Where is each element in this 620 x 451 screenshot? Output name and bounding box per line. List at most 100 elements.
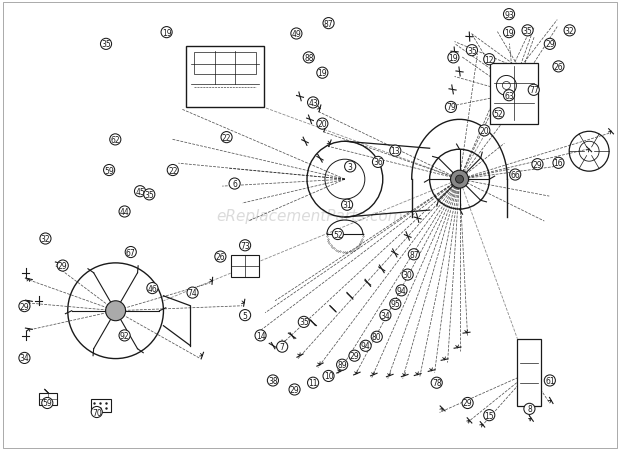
FancyBboxPatch shape — [91, 400, 110, 413]
Circle shape — [390, 146, 401, 157]
Text: 70: 70 — [92, 408, 102, 417]
Text: 77: 77 — [529, 86, 539, 95]
Circle shape — [564, 26, 575, 37]
Circle shape — [431, 377, 442, 388]
Text: 19: 19 — [449, 54, 458, 63]
Text: 26: 26 — [216, 253, 225, 262]
Circle shape — [239, 310, 250, 321]
Text: 34: 34 — [20, 354, 29, 363]
Text: 92: 92 — [120, 331, 130, 340]
Text: 94: 94 — [397, 286, 406, 295]
Text: 46: 46 — [148, 284, 157, 293]
Circle shape — [493, 108, 504, 120]
Text: 15: 15 — [484, 411, 494, 420]
Text: 29: 29 — [350, 351, 360, 360]
Text: 35: 35 — [523, 27, 533, 36]
Text: 30: 30 — [403, 271, 412, 280]
Text: 29: 29 — [463, 399, 472, 408]
FancyBboxPatch shape — [490, 63, 538, 125]
Text: 93: 93 — [504, 10, 514, 19]
Circle shape — [503, 9, 515, 21]
Circle shape — [349, 350, 360, 361]
FancyBboxPatch shape — [517, 339, 541, 406]
Text: 66: 66 — [510, 170, 520, 179]
Text: 19: 19 — [504, 28, 514, 37]
Text: 20: 20 — [317, 120, 327, 129]
Text: 19: 19 — [162, 28, 171, 37]
Circle shape — [360, 341, 371, 351]
Text: 19: 19 — [317, 69, 327, 78]
Text: 11: 11 — [308, 378, 318, 387]
Text: 36: 36 — [373, 158, 383, 167]
Circle shape — [42, 397, 53, 409]
Text: 80: 80 — [372, 332, 381, 341]
Circle shape — [503, 28, 515, 39]
Text: 35: 35 — [467, 46, 477, 55]
FancyBboxPatch shape — [187, 46, 264, 108]
Text: 29: 29 — [533, 160, 542, 169]
Circle shape — [289, 384, 300, 395]
Text: 3: 3 — [348, 162, 353, 171]
Text: 88: 88 — [304, 54, 314, 63]
Circle shape — [479, 125, 490, 137]
Circle shape — [255, 330, 266, 341]
Text: 12: 12 — [484, 55, 494, 64]
Circle shape — [267, 375, 278, 386]
Circle shape — [524, 403, 535, 414]
Circle shape — [303, 53, 314, 64]
Text: 67: 67 — [126, 248, 136, 257]
Circle shape — [466, 46, 477, 56]
Text: 32: 32 — [41, 235, 50, 244]
Circle shape — [277, 341, 288, 352]
Circle shape — [19, 353, 30, 364]
Text: 59: 59 — [104, 166, 114, 175]
Circle shape — [323, 371, 334, 382]
Text: 45: 45 — [135, 187, 145, 196]
Circle shape — [317, 119, 328, 130]
Text: 34: 34 — [381, 311, 390, 320]
Text: 38: 38 — [268, 376, 278, 385]
Circle shape — [337, 359, 348, 370]
Circle shape — [445, 102, 456, 113]
Circle shape — [187, 287, 198, 299]
Text: 79: 79 — [446, 103, 456, 112]
Circle shape — [147, 283, 158, 294]
Text: 6: 6 — [232, 179, 237, 189]
Text: 8: 8 — [527, 405, 532, 414]
Text: 5: 5 — [242, 311, 247, 320]
Text: 29: 29 — [20, 302, 29, 311]
Text: 43: 43 — [308, 99, 318, 108]
Text: 49: 49 — [291, 30, 301, 39]
Text: 26: 26 — [554, 63, 564, 72]
Circle shape — [503, 91, 515, 101]
Circle shape — [215, 251, 226, 262]
Text: 87: 87 — [324, 19, 334, 28]
Circle shape — [402, 269, 413, 281]
Text: 59: 59 — [42, 399, 52, 408]
Circle shape — [510, 170, 521, 181]
Circle shape — [119, 330, 130, 341]
Text: 63: 63 — [504, 92, 514, 101]
Circle shape — [553, 158, 564, 169]
Text: 78: 78 — [432, 378, 441, 387]
Text: 29: 29 — [290, 385, 299, 394]
Circle shape — [144, 189, 155, 201]
Text: 35: 35 — [144, 190, 154, 199]
Text: 32: 32 — [565, 27, 574, 36]
Circle shape — [40, 234, 51, 244]
Circle shape — [119, 207, 130, 217]
Circle shape — [298, 317, 309, 328]
Circle shape — [221, 132, 232, 143]
Text: 52: 52 — [333, 230, 343, 239]
Circle shape — [308, 377, 319, 388]
Text: 52: 52 — [494, 110, 503, 119]
Circle shape — [532, 159, 543, 170]
Text: 7: 7 — [280, 342, 285, 351]
Circle shape — [239, 240, 250, 251]
Text: 16: 16 — [554, 159, 564, 168]
Circle shape — [544, 39, 556, 51]
Text: 62: 62 — [110, 136, 120, 145]
Text: 29: 29 — [545, 40, 555, 49]
Circle shape — [345, 161, 356, 173]
Circle shape — [456, 176, 464, 184]
